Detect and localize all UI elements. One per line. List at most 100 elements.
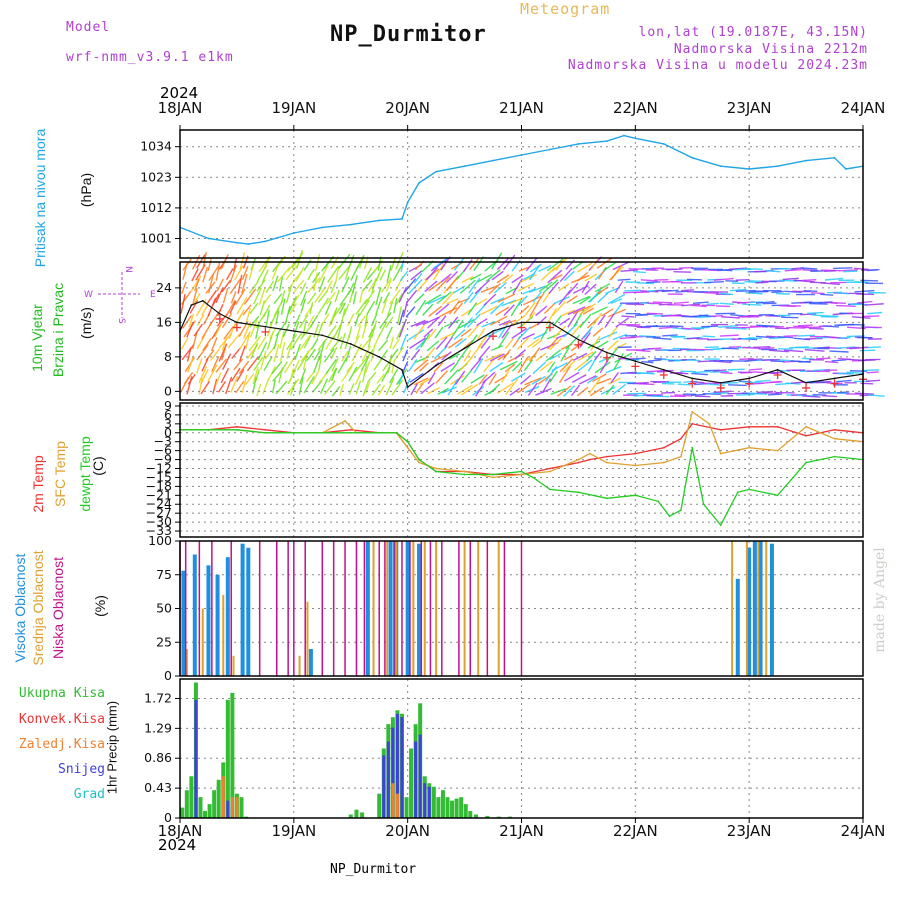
wind-speed-line-point — [218, 312, 221, 315]
temp-dewpt-line-point — [395, 431, 398, 434]
low-cloud-bar — [469, 541, 472, 676]
mid-cloud-bar — [412, 541, 415, 676]
pressure-line-point — [520, 154, 523, 156]
x-tick-top-21JAN: 21JAN — [499, 99, 544, 117]
total-precip-bar — [459, 797, 464, 818]
total-precip-bar — [431, 786, 436, 818]
temp-dewpt-line-point — [378, 431, 381, 434]
wind-speed-line-point — [662, 368, 665, 371]
pressure-line-point — [719, 165, 722, 168]
temp-sfc-line-point — [435, 467, 438, 470]
frozen-precip-bar — [230, 797, 234, 818]
wind-gust-marker — [545, 323, 554, 332]
temp-sfc-line-point — [662, 461, 665, 464]
y-tick-wind-0: 0 — [164, 383, 172, 398]
wind-speed-line-point — [401, 368, 403, 371]
low-cloud-bar — [409, 541, 411, 676]
high-cloud-bar — [405, 541, 410, 676]
high-cloud-bar — [181, 570, 186, 676]
temp-2m-line-point — [662, 446, 665, 449]
year-top: 2024 — [160, 84, 199, 102]
temp-dewpt-line-point — [668, 515, 671, 518]
high-cloud-bar — [747, 547, 752, 676]
y-tick-precipitation-0.86: 0.86 — [144, 750, 172, 765]
y-tick-pressure-1001: 1001 — [140, 231, 172, 246]
low-cloud-bar — [287, 541, 289, 676]
mid-cloud-bar — [731, 541, 734, 676]
wind-gust-marker — [232, 323, 241, 332]
total-precip-bar — [360, 812, 365, 818]
panel-frame-4 — [179, 678, 864, 819]
wind-speed-line-point — [190, 304, 193, 307]
model-label: Model — [66, 20, 111, 35]
temp-2m-line-point — [236, 425, 238, 428]
mid-cloud-bar — [757, 541, 760, 676]
total-precip-bar — [409, 748, 414, 818]
compass-n: N — [123, 266, 133, 273]
wind-speed-line-point — [634, 360, 637, 363]
temp-2m-line-point — [679, 437, 682, 440]
low-cloud-bar — [332, 541, 335, 676]
wind-gust-marker — [830, 379, 839, 388]
temp-dewpt-line-point — [463, 473, 466, 476]
low-cloud-bar — [486, 541, 489, 676]
low-cloud-bar — [321, 541, 324, 676]
temp-sfc-line-point — [406, 446, 409, 449]
high-cloud-bar — [417, 543, 422, 676]
total-precip-bar — [348, 814, 353, 818]
snow-bar — [414, 741, 418, 818]
y-tick-temperature--9: −9 — [154, 452, 172, 467]
wind-gust-marker — [631, 362, 640, 371]
total-precip-bar — [450, 800, 455, 818]
lonlat-label: lon,lat (19.0187E, 43.15N) — [638, 25, 868, 40]
mid-cloud-bar — [463, 541, 466, 676]
wind-speed-line-point — [492, 330, 494, 332]
temp-dewpt-line-point — [207, 428, 210, 431]
mid-cloud-bar — [222, 595, 225, 676]
wind-speed-line-point — [605, 351, 608, 354]
high-cloud-bar — [240, 543, 245, 676]
high-cloud-bar — [225, 557, 230, 676]
high-cloud-bar — [735, 578, 740, 676]
total-precip-bar — [225, 699, 230, 818]
temp-sfc-line-point — [691, 411, 694, 413]
low-cloud-bar — [458, 541, 460, 676]
temp-2m-line-point — [748, 425, 751, 428]
low-cloud-bar — [384, 541, 386, 676]
pressure-line-point — [435, 170, 438, 173]
y-tick-pressure-1034: 1034 — [140, 139, 172, 154]
temp-dewpt-line-point — [236, 428, 238, 431]
temp-sfc-line-point — [577, 458, 580, 461]
wind-speed-line-point — [264, 325, 267, 328]
snow-bar — [395, 713, 399, 818]
y-tick-temperature--3: −3 — [154, 434, 172, 449]
x-tick-top-18JAN: 18JAN — [158, 99, 203, 117]
pressure-line-point — [833, 156, 836, 159]
temp-2m-line-point — [691, 422, 694, 425]
temp-2m-line-point — [719, 428, 722, 431]
mid-cloud-bar — [306, 601, 309, 676]
wind-speed-line-point — [236, 321, 238, 324]
temp-dewpt-line-point — [736, 491, 739, 494]
wind-speed-line-point — [378, 355, 381, 358]
wind-speed-line-point — [776, 368, 779, 371]
legend-conv-precip: Konvek.Kisa — [18, 712, 105, 727]
total-precip-bar — [468, 811, 473, 818]
x-tick-top-23JAN: 23JAN — [727, 99, 772, 117]
temp-dewpt-line-point — [264, 431, 267, 434]
mid-cloud-bar — [372, 541, 375, 676]
legend-graupel: Grad — [73, 787, 105, 802]
compass-s: S — [116, 318, 126, 324]
temp-sfc-line-point — [492, 476, 494, 479]
y-tick-wind-8: 8 — [164, 349, 172, 364]
y-tick-precipitation-1.72: 1.72 — [144, 690, 172, 705]
wind-compass-icon: N W E S — [84, 266, 156, 324]
wind-speed-line-point — [833, 377, 836, 380]
temp-sfc-line-point — [344, 419, 346, 422]
pressure-line-point — [605, 140, 608, 143]
temp-sfc-line-point — [418, 461, 420, 464]
high-cloud-bar — [769, 543, 774, 676]
y-tick-temperature-9: 9 — [164, 398, 172, 413]
y-tick-cloud-0: 0 — [164, 668, 172, 683]
mid-cloud-bar — [395, 541, 398, 676]
